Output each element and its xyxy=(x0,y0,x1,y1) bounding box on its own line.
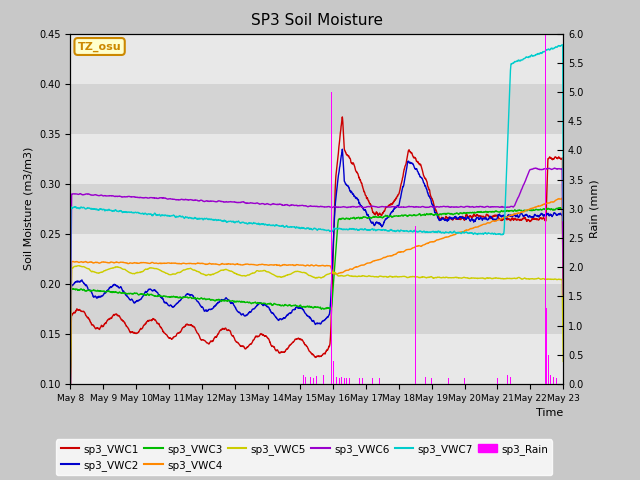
Bar xyxy=(336,377,337,384)
Bar xyxy=(464,378,465,384)
Bar xyxy=(507,375,508,384)
Bar xyxy=(338,377,339,384)
Text: TZ_osu: TZ_osu xyxy=(78,41,122,52)
Bar xyxy=(425,377,426,384)
Bar xyxy=(372,378,373,384)
Bar xyxy=(346,378,347,384)
Bar xyxy=(313,378,314,384)
Bar xyxy=(70,284,563,334)
Title: SP3 Soil Moisture: SP3 Soil Moisture xyxy=(251,13,383,28)
Bar xyxy=(341,377,342,384)
Bar xyxy=(365,378,366,384)
Bar xyxy=(331,92,332,384)
Bar xyxy=(342,378,344,384)
Bar xyxy=(556,378,557,384)
Bar xyxy=(448,378,449,384)
Bar xyxy=(339,378,340,384)
Bar xyxy=(320,378,321,384)
Legend: sp3_VWC1, sp3_VWC2, sp3_VWC3, sp3_VWC4, sp3_VWC5, sp3_VWC6, sp3_VWC7, sp3_Rain: sp3_VWC1, sp3_VWC2, sp3_VWC3, sp3_VWC4, … xyxy=(56,439,552,475)
Bar xyxy=(359,378,360,384)
Bar xyxy=(70,34,563,84)
X-axis label: Time: Time xyxy=(536,408,563,418)
Bar xyxy=(510,377,511,384)
Bar xyxy=(379,378,380,384)
Bar xyxy=(303,375,304,384)
Bar xyxy=(431,378,432,384)
Bar xyxy=(553,377,554,384)
Bar xyxy=(305,377,306,384)
Bar xyxy=(70,184,563,234)
Bar xyxy=(497,378,498,384)
Bar xyxy=(349,378,350,384)
Y-axis label: Soil Moisture (m3/m3): Soil Moisture (m3/m3) xyxy=(24,147,33,271)
Bar xyxy=(70,334,563,384)
Bar xyxy=(70,234,563,284)
Y-axis label: Rain (mm): Rain (mm) xyxy=(589,180,599,238)
Bar xyxy=(362,378,363,384)
Bar xyxy=(344,378,345,384)
Bar xyxy=(316,376,317,384)
Bar xyxy=(70,134,563,184)
Bar xyxy=(323,375,324,384)
Bar xyxy=(70,84,563,134)
